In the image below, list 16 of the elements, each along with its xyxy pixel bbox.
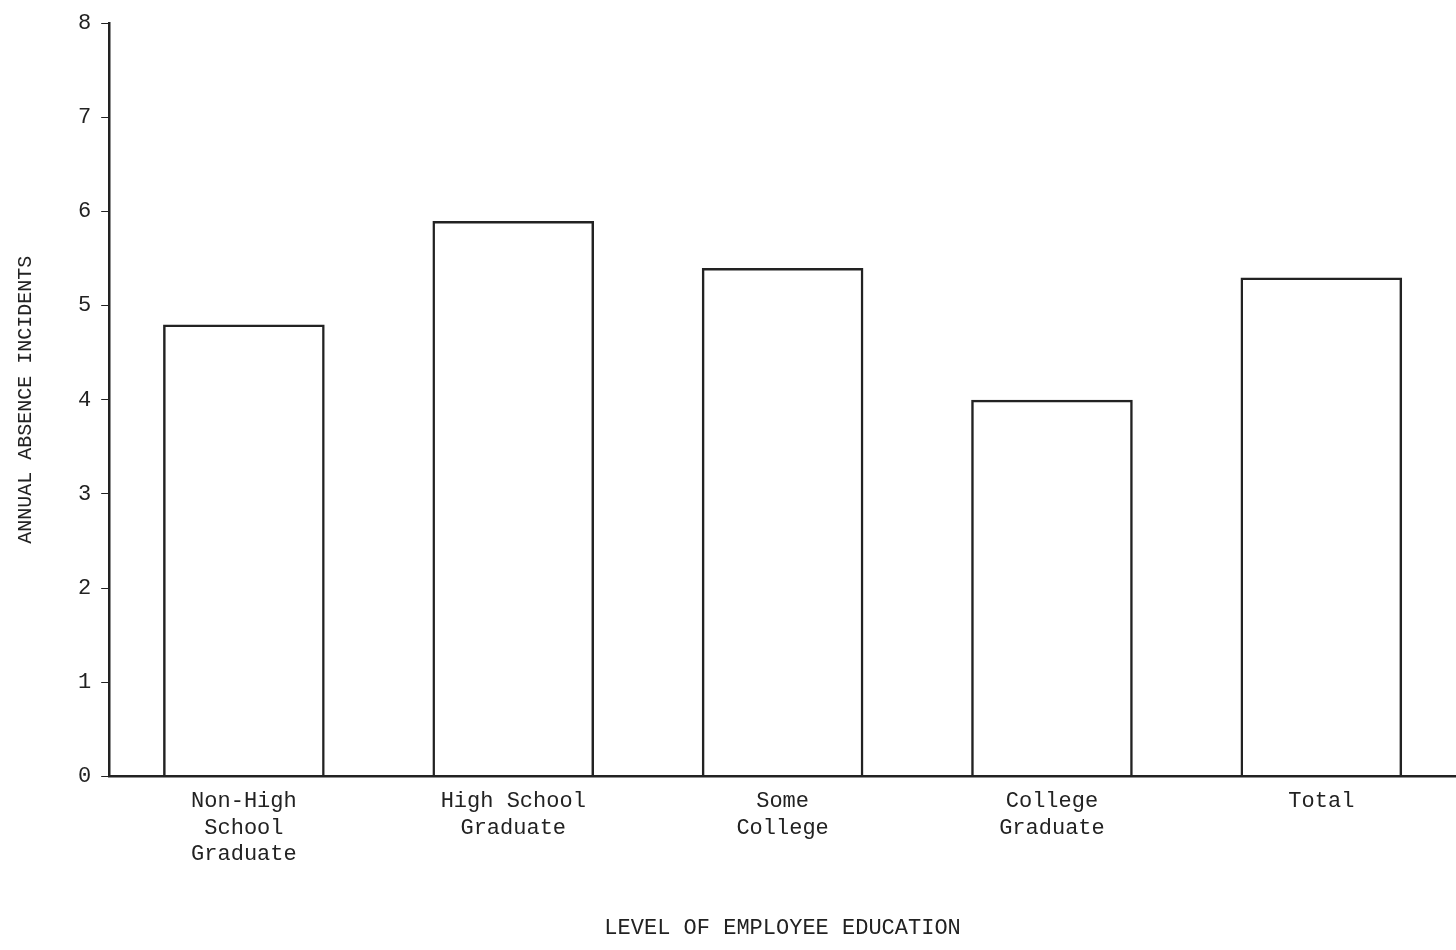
y-tick-label: 6 bbox=[78, 199, 92, 225]
x-tick-label: College Graduate bbox=[999, 789, 1105, 841]
x-tick-label: Non-High School Graduate bbox=[191, 789, 297, 868]
y-tick-label: 4 bbox=[78, 387, 92, 413]
x-tick-label: High School Graduate bbox=[440, 789, 586, 841]
y-tick-label: 1 bbox=[78, 670, 92, 696]
x-tick-label: Total bbox=[1288, 789, 1355, 815]
x-axis-title: LEVEL OF EMPLOYEE EDUCATION bbox=[604, 915, 961, 941]
y-tick-label: 5 bbox=[78, 293, 92, 319]
y-tick-label: 8 bbox=[78, 11, 92, 37]
y-axis-title: ANNUAL ABSENCE INCIDENTS bbox=[14, 255, 38, 544]
y-tick-label: 0 bbox=[78, 764, 92, 790]
x-tick-label: Some College bbox=[736, 789, 829, 841]
y-tick-label: 2 bbox=[78, 575, 92, 601]
y-tick-label: 3 bbox=[78, 481, 92, 507]
y-tick-label: 7 bbox=[78, 105, 92, 131]
